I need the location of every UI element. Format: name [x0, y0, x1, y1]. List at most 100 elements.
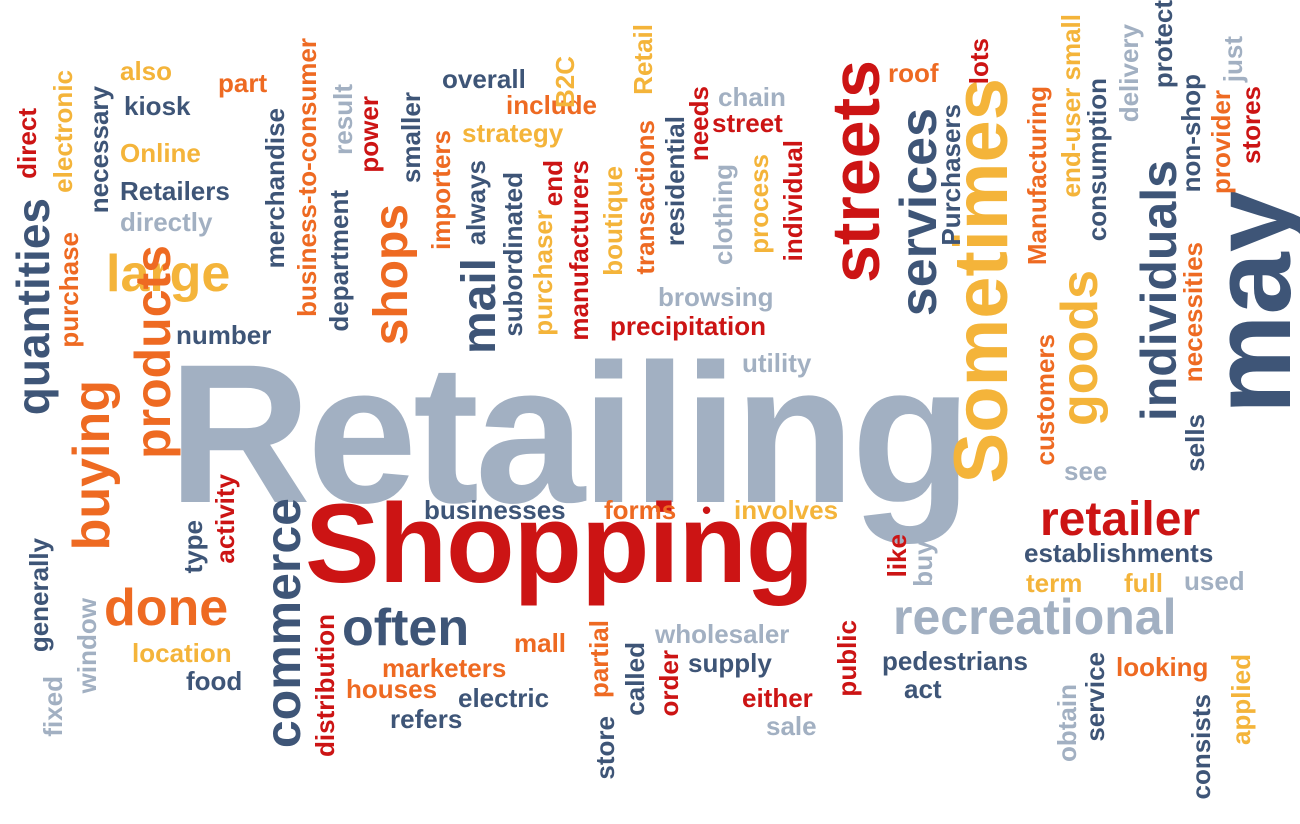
word-customers: customers — [1030, 334, 1060, 466]
word-boutique: boutique — [598, 166, 628, 276]
word-mall: mall — [514, 628, 567, 658]
word-fixed: fixed — [38, 676, 68, 737]
word-needs: needs — [684, 86, 714, 162]
word-number: number — [176, 320, 272, 350]
word-electric: electric — [458, 683, 550, 713]
word-wholesaler: wholesaler — [655, 619, 790, 649]
word-location: location — [132, 638, 232, 668]
word-consumption: consumption — [1082, 78, 1112, 242]
word-involves: involves — [734, 495, 839, 525]
word-purchase: purchase — [54, 232, 84, 348]
word-result: result — [328, 84, 358, 155]
word-businesses: businesses — [424, 495, 566, 525]
word-commerce: commerce — [255, 498, 311, 749]
word-called: called — [620, 642, 650, 716]
word-pedestrians: pedestrians — [882, 646, 1028, 676]
word-roof: roof — [888, 58, 939, 88]
word-individual: individual — [778, 140, 808, 262]
word-establishments: establishments — [1024, 538, 1214, 568]
word-sale: sale — [766, 711, 817, 741]
word-importers: importers — [426, 130, 456, 250]
word-obtain: obtain — [1052, 684, 1082, 762]
word-distribution: distribution — [310, 614, 340, 757]
word-delivery: delivery — [1114, 24, 1144, 123]
word-provider: provider — [1206, 90, 1236, 195]
word-like: like — [882, 534, 912, 578]
word-houses: houses — [346, 674, 438, 704]
word-transactions: transactions — [630, 120, 660, 275]
word-retail: Retail — [628, 24, 658, 95]
word-end-user-small: end-user small — [1056, 14, 1086, 198]
word-also: also — [120, 56, 173, 86]
word-food: food — [186, 666, 243, 696]
word-b2c: B2C — [550, 56, 580, 109]
word-applied: applied — [1226, 654, 1256, 746]
word-lots: lots — [964, 38, 994, 85]
word-kiosk: kiosk — [124, 91, 191, 121]
word-mail: mail — [453, 258, 506, 355]
word-refers: refers — [390, 704, 463, 734]
word-separator-dot: • — [702, 495, 712, 525]
word-retailers: Retailers — [120, 176, 230, 206]
word-department: department — [324, 190, 354, 332]
word-street: street — [712, 108, 783, 138]
word-full: full — [1124, 568, 1163, 598]
word-retailing: Retailing — [168, 323, 972, 544]
word-business-to-consumer: business-to-consumer — [292, 38, 322, 317]
word-marketers: marketers — [382, 653, 507, 683]
word-clothing: clothing — [708, 164, 738, 266]
word-subordinated: subordinated — [498, 172, 528, 337]
word-type: type — [178, 520, 208, 574]
word-public: public — [832, 620, 862, 697]
word-store: store — [590, 716, 620, 780]
word-term: term — [1026, 568, 1083, 598]
word-partial: partial — [584, 620, 614, 699]
word-necessities: necessities — [1178, 242, 1208, 383]
word-just: just — [1218, 36, 1248, 83]
word-shopping: Shopping — [305, 481, 814, 606]
word-large: large — [106, 245, 231, 303]
word-include: include — [506, 90, 598, 120]
word-buying: buying — [63, 380, 121, 551]
word-purchaser: purchaser — [528, 210, 558, 336]
word-retailer: retailer — [1040, 493, 1201, 546]
word-used: used — [1184, 566, 1245, 596]
word-order: order — [654, 650, 684, 717]
word-part: part — [218, 68, 268, 98]
word-see: see — [1064, 456, 1108, 486]
word-window: window — [72, 598, 102, 694]
word-stores: stores — [1236, 86, 1266, 165]
word-browsing: browsing — [658, 282, 774, 312]
word-merchandise: merchandise — [260, 108, 290, 269]
word-always: always — [461, 160, 491, 246]
word-directly: directly — [120, 207, 213, 237]
word-service: service — [1080, 652, 1110, 742]
word-act: act — [904, 674, 942, 704]
word-products: products — [125, 245, 181, 459]
word-power: power — [354, 96, 384, 173]
word-individuals: individuals — [1131, 160, 1187, 422]
word-quantities: quantities — [7, 198, 59, 416]
word-purchasers: Purchasers — [936, 104, 966, 246]
word-protect: protect — [1148, 0, 1178, 89]
word-necessary: necessary — [84, 86, 114, 214]
word-done: done — [104, 579, 229, 637]
word-buys: buys — [908, 526, 938, 587]
word-precipitation: precipitation — [610, 311, 767, 341]
word-direct: direct — [12, 108, 42, 179]
word-supply: supply — [688, 648, 772, 678]
word-often: often — [342, 599, 470, 657]
word-generally: generally — [24, 538, 54, 653]
word-either: either — [742, 683, 813, 713]
word-strategy: strategy — [462, 118, 564, 148]
word-sells: sells — [1180, 414, 1210, 472]
word-activity: activity — [210, 474, 240, 564]
word-looking: looking — [1116, 652, 1209, 682]
word-online: Online — [120, 138, 201, 168]
word-end: end — [538, 160, 568, 207]
word-goods: goods — [1051, 270, 1109, 426]
word-electronic: electronic — [48, 70, 78, 193]
word-overall: overall — [442, 64, 526, 94]
word-utility: utility — [742, 348, 812, 378]
